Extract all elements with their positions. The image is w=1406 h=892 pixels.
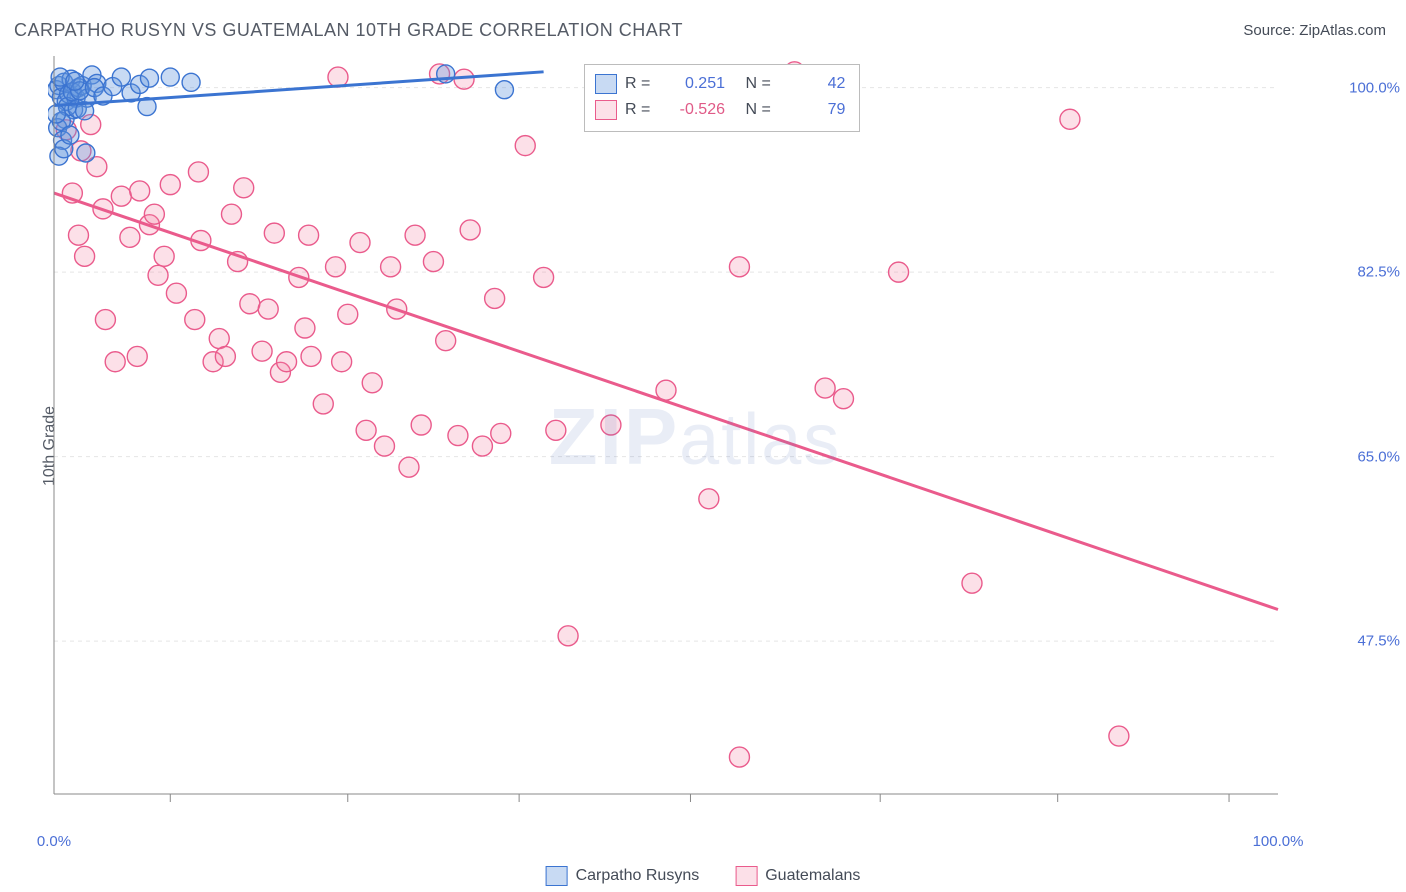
r-label: R = <box>625 75 653 93</box>
y-tick-label: 65.0% <box>1357 448 1400 465</box>
legend-label-pink: Guatemalans <box>765 867 860 885</box>
legend-swatch-blue-icon <box>546 866 568 886</box>
stats-row-blue: R = 0.251 N = 42 <box>595 71 845 97</box>
y-tick-label: 100.0% <box>1349 79 1400 96</box>
source-attribution: Source: ZipAtlas.com <box>1243 22 1386 39</box>
stats-row-pink: R = -0.526 N = 79 <box>595 97 845 123</box>
chart-title: CARPATHO RUSYN VS GUATEMALAN 10TH GRADE … <box>14 20 683 41</box>
x-tick-label: 100.0% <box>1253 833 1304 850</box>
scatter-chart <box>48 52 1342 822</box>
y-tick-label: 47.5% <box>1357 633 1400 650</box>
swatch-pink-icon <box>595 100 617 120</box>
legend-item-pink: Guatemalans <box>735 866 860 886</box>
r-value-blue: 0.251 <box>661 75 725 93</box>
source-link[interactable]: ZipAtlas.com <box>1299 22 1386 39</box>
n-label: N = <box>745 75 773 93</box>
n-label: N = <box>745 101 773 119</box>
bottom-legend: Carpatho Rusyns Guatemalans <box>546 866 861 886</box>
n-value-pink: 79 <box>781 101 845 119</box>
r-label: R = <box>625 101 653 119</box>
source-label: Source: <box>1243 22 1295 39</box>
legend-label-blue: Carpatho Rusyns <box>576 867 700 885</box>
legend-swatch-pink-icon <box>735 866 757 886</box>
r-value-pink: -0.526 <box>661 101 725 119</box>
legend-item-blue: Carpatho Rusyns <box>546 866 700 886</box>
correlation-stats-box: R = 0.251 N = 42 R = -0.526 N = 79 <box>584 64 860 132</box>
y-tick-label: 82.5% <box>1357 264 1400 281</box>
plot-area: ZIPatlas R = 0.251 N = 42 R = -0.526 N =… <box>48 52 1342 822</box>
x-tick-label: 0.0% <box>37 833 71 850</box>
n-value-blue: 42 <box>781 75 845 93</box>
swatch-blue-icon <box>595 74 617 94</box>
